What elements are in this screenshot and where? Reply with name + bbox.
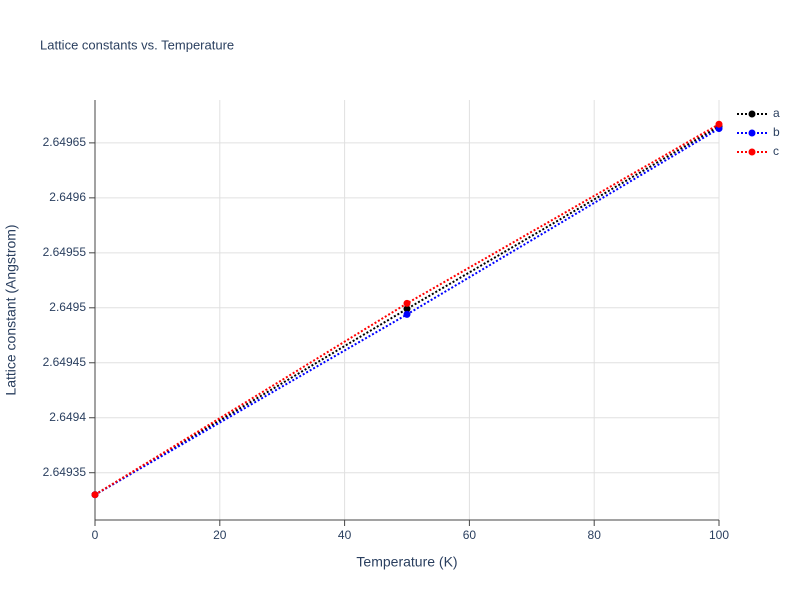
point xyxy=(403,305,411,313)
point xyxy=(91,491,99,499)
y-tick-label: 2.64955 xyxy=(43,245,87,259)
point xyxy=(715,120,723,128)
y-tick-label: 2.6496 xyxy=(49,190,86,204)
y-tick-label: 2.64965 xyxy=(43,135,87,149)
x-tick-label: 20 xyxy=(213,528,227,542)
chart-title: Lattice constants vs. Temperature xyxy=(40,37,234,52)
y-tick-label: 2.6494 xyxy=(49,410,86,424)
point xyxy=(403,310,411,318)
legend-marker xyxy=(748,148,756,156)
series-line xyxy=(94,125,720,496)
x-axis-label: Temperature (K) xyxy=(356,554,457,570)
legend-label: a xyxy=(773,106,780,120)
point xyxy=(403,299,411,307)
x-tick-label: 100 xyxy=(709,528,729,542)
legend-marker xyxy=(748,129,756,137)
x-tick-label: 0 xyxy=(92,528,99,542)
x-tick-label: 80 xyxy=(588,528,602,542)
y-tick-label: 2.6495 xyxy=(49,300,86,314)
legend-label: c xyxy=(773,144,779,158)
x-tick-label: 40 xyxy=(338,528,352,542)
y-tick-label: 2.64935 xyxy=(43,465,87,479)
x-tick-label: 60 xyxy=(463,528,477,542)
legend-marker xyxy=(748,110,756,118)
y-axis-label: Lattice constant (Angstrom) xyxy=(3,224,19,395)
legend-label: b xyxy=(773,125,780,139)
y-tick-label: 2.64945 xyxy=(43,355,87,369)
